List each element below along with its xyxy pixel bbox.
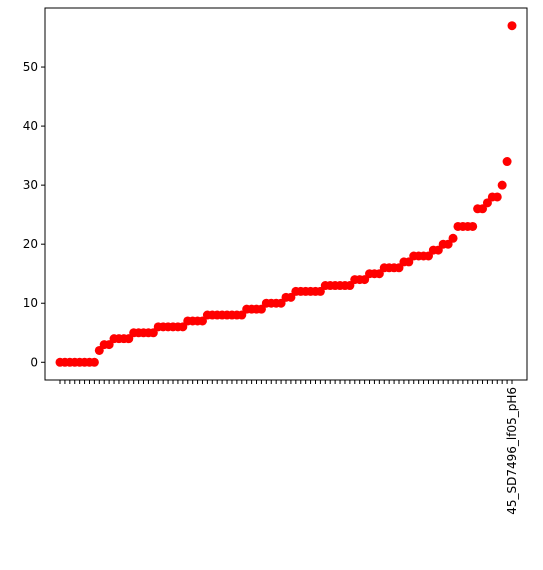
x-tick-label: 45_SD7496_lf05_pH6 — [505, 387, 519, 515]
y-tick-label: 30 — [23, 178, 38, 192]
point — [197, 316, 207, 326]
point — [256, 304, 266, 314]
y-tick-label: 40 — [23, 119, 38, 133]
point — [360, 275, 370, 285]
point — [345, 281, 355, 291]
point — [497, 180, 507, 190]
point — [315, 286, 325, 296]
point — [478, 204, 488, 214]
point — [492, 192, 502, 202]
point — [468, 221, 478, 231]
point — [94, 345, 104, 355]
point — [276, 298, 286, 308]
point — [104, 340, 114, 350]
point — [89, 357, 99, 367]
point — [507, 21, 517, 31]
point — [148, 328, 158, 338]
point — [423, 251, 433, 261]
point — [394, 263, 404, 273]
point — [178, 322, 188, 332]
point — [433, 245, 443, 255]
point — [502, 157, 512, 167]
point — [237, 310, 247, 320]
point — [404, 257, 414, 267]
plot-frame — [44, 7, 528, 381]
y-tick-label: 0 — [30, 355, 38, 369]
point — [448, 233, 458, 243]
point — [374, 269, 384, 279]
y-tick-label: 50 — [23, 60, 38, 74]
point — [286, 292, 296, 302]
point — [443, 239, 453, 249]
y-tick-label: 10 — [23, 296, 38, 310]
point — [124, 334, 134, 344]
point — [482, 198, 492, 208]
y-tick-label: 20 — [23, 237, 38, 251]
